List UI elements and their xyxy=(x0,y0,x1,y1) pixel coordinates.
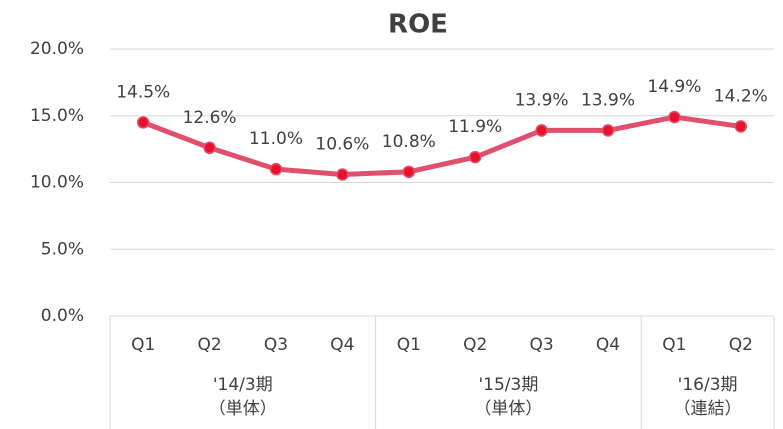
marker xyxy=(734,120,748,133)
group-label: （単体） xyxy=(209,399,277,419)
x-tick-label: Q1 xyxy=(131,335,155,355)
y-tick-label: 5.0% xyxy=(41,239,84,259)
y-tick-label: 15.0% xyxy=(30,106,84,126)
x-tick-label: Q3 xyxy=(264,335,288,355)
x-tick-label: Q3 xyxy=(529,335,553,355)
data-label: 11.9% xyxy=(448,117,502,137)
data-label: 14.9% xyxy=(647,77,701,97)
x-tick-label: Q4 xyxy=(596,335,620,355)
group-label: '14/3期 xyxy=(213,375,273,395)
y-tick-label: 10.0% xyxy=(30,173,84,193)
marker xyxy=(136,116,150,129)
marker xyxy=(668,110,681,124)
group-label: '16/3期 xyxy=(678,375,738,395)
data-label: 14.2% xyxy=(714,86,768,106)
data-label: 12.6% xyxy=(183,108,237,128)
data-label: 10.8% xyxy=(382,132,436,152)
y-tick-label: 20.0% xyxy=(30,39,84,59)
marker xyxy=(402,165,416,179)
group-label: '15/3期 xyxy=(478,375,538,395)
x-tick-label: Q2 xyxy=(463,335,487,355)
marker xyxy=(269,162,283,176)
data-label: 14.5% xyxy=(116,82,170,102)
marker xyxy=(468,150,482,164)
y-tick-label: 0.0% xyxy=(41,306,84,326)
marker xyxy=(601,124,615,137)
data-label: 10.6% xyxy=(315,134,369,154)
line xyxy=(142,114,742,177)
marker xyxy=(336,168,349,181)
x-tick-label: Q2 xyxy=(197,335,221,355)
x-tick-label: Q2 xyxy=(729,335,753,355)
data-label: 13.9% xyxy=(515,90,569,110)
group-label: （連結） xyxy=(674,399,742,419)
x-tick-label: Q1 xyxy=(662,335,686,355)
x-tick-label: Q1 xyxy=(397,335,421,355)
chart-title: ROE xyxy=(388,10,448,40)
group-label: （単体） xyxy=(474,399,542,419)
marker xyxy=(535,124,548,137)
data-label: 11.0% xyxy=(249,129,303,149)
x-tick-label: Q4 xyxy=(330,335,354,355)
data-label: 13.9% xyxy=(581,90,635,110)
marker xyxy=(203,141,216,155)
